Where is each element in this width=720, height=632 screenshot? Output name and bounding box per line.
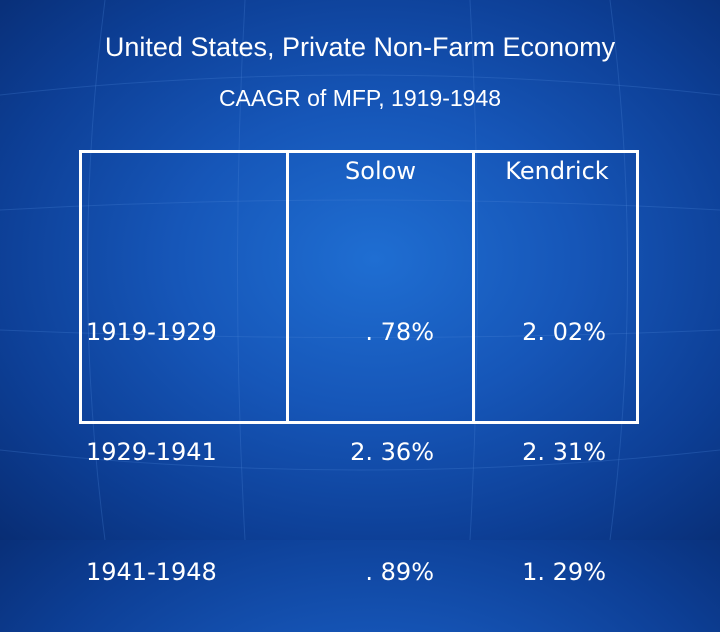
column-divider	[286, 150, 289, 424]
slide-subtitle: CAAGR of MFP, 1919-1948	[218, 85, 502, 111]
period-column: 1919-1929 1929-1941 1941-1948	[86, 232, 217, 632]
period-cell: 1929-1941	[86, 438, 217, 466]
solow-cell: . 89%	[365, 558, 434, 586]
kendrick-column: 2. 02% 2. 31% 1. 29%	[486, 232, 606, 632]
solow-cell: . 78%	[365, 318, 434, 346]
solow-cell: 2. 36%	[350, 438, 434, 466]
column-header-solow: Solow	[345, 157, 416, 185]
kendrick-cell: 2. 02%	[522, 318, 606, 346]
solow-column: . 78% 2. 36% . 89%	[300, 232, 434, 632]
kendrick-cell: 1. 29%	[522, 558, 606, 586]
slide-title: United States, Private Non-Farm Economy	[104, 32, 616, 62]
column-header-kendrick: Kendrick	[505, 157, 609, 185]
period-cell: 1919-1929	[86, 318, 217, 346]
period-cell: 1941-1948	[86, 558, 217, 586]
data-table	[79, 150, 639, 424]
kendrick-cell: 2. 31%	[522, 438, 606, 466]
column-divider	[472, 150, 475, 424]
background-grid	[0, 0, 720, 540]
